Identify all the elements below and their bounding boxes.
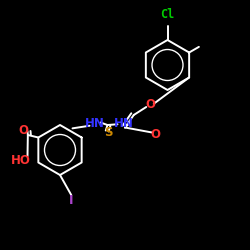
Text: HN: HN — [85, 117, 105, 130]
Text: O: O — [19, 124, 29, 136]
Text: Cl: Cl — [160, 8, 174, 22]
Text: S: S — [104, 126, 113, 139]
Text: O: O — [145, 98, 155, 112]
Text: O: O — [150, 128, 160, 141]
Text: I: I — [69, 194, 73, 206]
Text: HN: HN — [114, 117, 134, 130]
Text: HO: HO — [11, 154, 31, 166]
